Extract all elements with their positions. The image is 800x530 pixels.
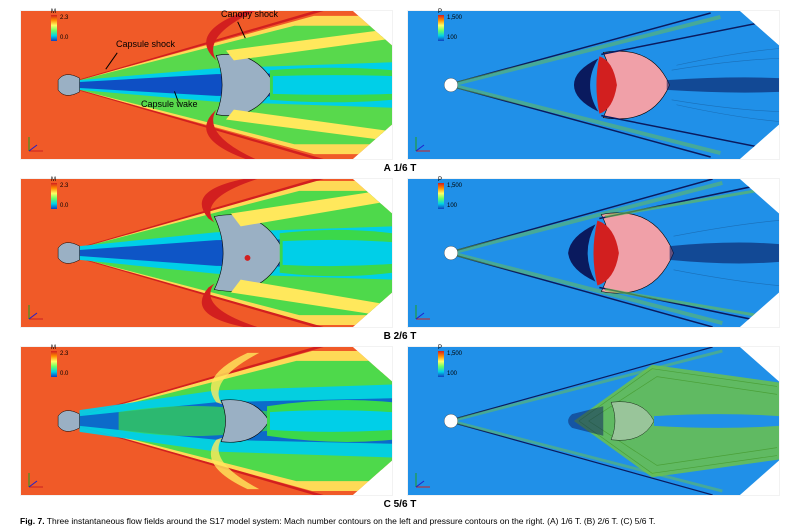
annot-capsule-shock: Capsule shock [116,39,175,49]
mach-legend-c: M 2.30.0 [51,351,68,377]
axis-gizmo-icon [412,471,432,491]
panel-c-pressure: P 1,500100 [407,346,780,496]
row-label-c: C 5/6 T [384,499,417,510]
panel-b-mach: M 2.30.0 [20,178,393,328]
pressure-legend-title: P [438,9,442,15]
mach-legend-title: M [51,9,56,15]
panel-c-mach: M 2.30.0 [20,346,393,496]
pressure-legend-bar [438,15,444,41]
pressure-legend-c: P 1,500100 [438,351,462,377]
mach-legend-bar [51,15,57,41]
mach-legend-max: 2.3 [60,15,68,21]
axis-gizmo-icon [25,471,45,491]
axis-gizmo-icon [25,135,45,155]
annot-capsule-wake: Capsule wake [141,99,198,109]
axis-gizmo-icon [25,303,45,323]
row-b: M 2.30.0 [20,178,780,342]
figure-caption: Fig. 7. Three instantaneous flow fields … [20,516,780,527]
pressure-legend-min: 100 [447,35,462,41]
pressure-legend-max: 1,500 [447,15,462,21]
pressure-legend-a: P 1,500 100 [438,15,462,41]
figure-grid: Canopy shock Capsule shock Capsule wake … [20,10,780,510]
mach-legend-a: M 2.3 0.0 [51,15,68,41]
mach-legend-min: 0.0 [60,35,68,41]
panel-a-pressure: P 1,500 100 [407,10,780,160]
panel-a-mach: Canopy shock Capsule shock Capsule wake … [20,10,393,160]
pressure-legend-b: P 1,500100 [438,183,462,209]
row-label-b: B 2/6 T [384,331,417,342]
mach-legend-b: M 2.30.0 [51,183,68,209]
row-c: M 2.30.0 [20,346,780,510]
row-label-a: A 1/6 T [384,163,417,174]
row-a: Canopy shock Capsule shock Capsule wake … [20,10,780,174]
panel-b-pressure: P 1,500100 [407,178,780,328]
annot-canopy-shock: Canopy shock [221,9,278,19]
axis-gizmo-icon [412,135,432,155]
axis-gizmo-icon [412,303,432,323]
